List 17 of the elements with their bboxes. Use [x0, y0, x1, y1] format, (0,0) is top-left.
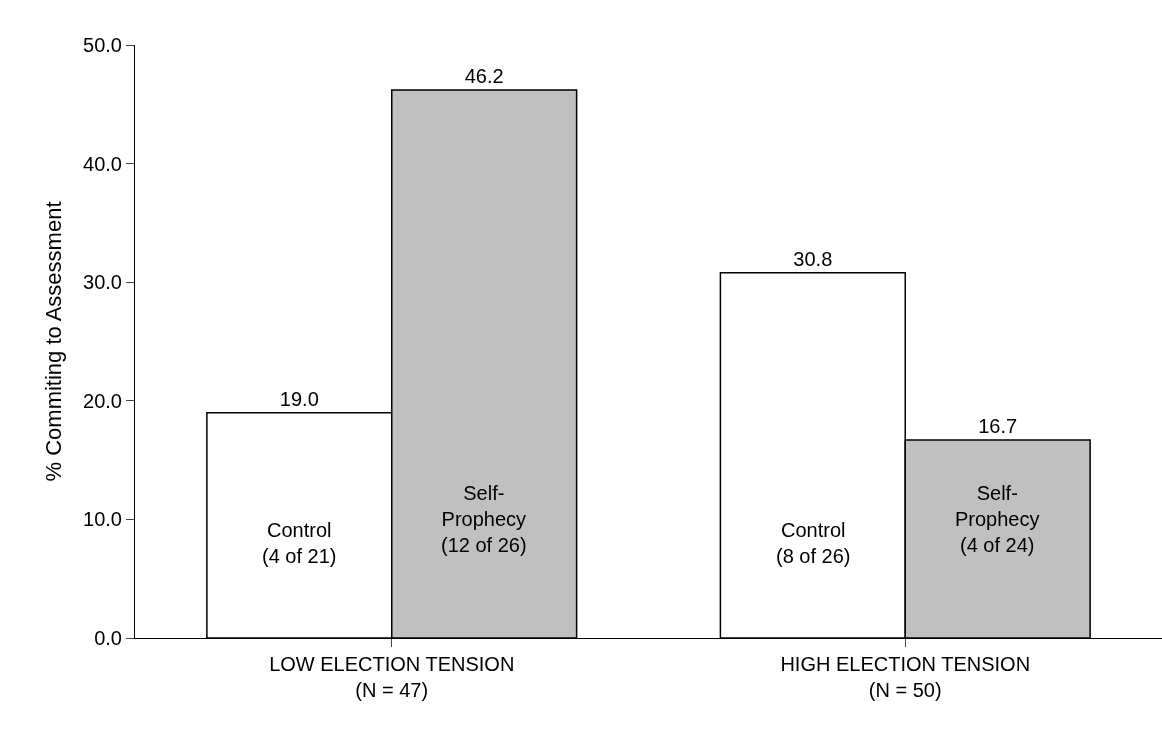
data-label: 19.0: [279, 387, 319, 410]
y-tick-label: 0.0: [94, 627, 122, 649]
data-label: 46.2: [464, 65, 504, 88]
y-tick-label: 10.0: [83, 508, 122, 531]
y-tick-label: 40.0: [83, 152, 122, 175]
y-tick-label: 50.0: [83, 34, 122, 56]
y-tick-label: 20.0: [83, 389, 122, 412]
x-tick-label: HIGH ELECTION TENSION (N = 50): [780, 653, 1031, 701]
y-axis-title: % Commiting to Assessment: [40, 201, 66, 482]
data-label: 30.8: [793, 247, 833, 270]
data-label: 16.7: [978, 414, 1018, 437]
annotation: Control (8 of 26): [776, 519, 851, 567]
annotation: Control (4 of 21): [262, 519, 337, 567]
y-tick-label: 30.0: [83, 271, 122, 294]
annotation: Self- Prophecy (4 of 24): [955, 482, 1040, 556]
annotation: Self- Prophecy (12 of 26): [441, 482, 527, 556]
x-tick-label: LOW ELECTION TENSION (N = 47): [269, 653, 515, 701]
